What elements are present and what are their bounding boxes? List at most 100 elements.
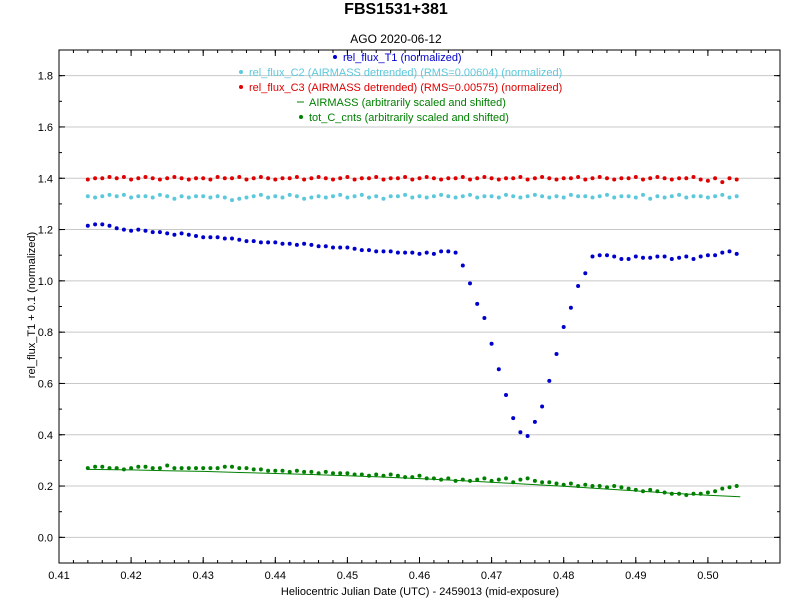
data-point xyxy=(352,472,357,477)
data-point xyxy=(179,176,184,181)
data-point xyxy=(410,195,415,200)
data-point xyxy=(619,485,624,490)
data-point xyxy=(201,194,206,199)
data-point xyxy=(626,194,631,199)
data-point xyxy=(172,175,177,179)
y-tick-label: 1.8 xyxy=(38,71,53,83)
data-point xyxy=(136,464,141,469)
data-point xyxy=(612,177,617,182)
data-point xyxy=(273,468,278,473)
data-point xyxy=(179,231,184,236)
data-point xyxy=(359,472,364,477)
data-point xyxy=(186,466,191,471)
data-point xyxy=(540,194,545,199)
data-point xyxy=(280,468,285,473)
data-point xyxy=(316,194,321,199)
data-point xyxy=(612,195,617,200)
data-point xyxy=(641,489,645,494)
data-point xyxy=(475,195,480,200)
x-tick-label: 0.49 xyxy=(625,570,646,582)
data-point xyxy=(374,472,379,477)
data-point xyxy=(323,244,328,249)
data-point xyxy=(705,253,710,258)
data-point xyxy=(215,194,220,199)
data-point xyxy=(446,176,451,181)
data-point xyxy=(605,176,609,181)
data-point xyxy=(237,175,242,179)
data-point xyxy=(655,175,660,179)
data-point xyxy=(143,175,148,179)
data-point xyxy=(511,416,516,421)
data-point xyxy=(489,194,494,199)
data-point xyxy=(482,194,487,199)
data-point xyxy=(165,194,170,199)
data-point xyxy=(388,249,393,254)
data-point xyxy=(273,194,278,199)
data-point xyxy=(410,475,415,480)
data-point xyxy=(222,236,227,241)
legend: rel_flux_T1 (normalized) rel_flux_C2 (AIR… xyxy=(239,52,562,124)
data-point xyxy=(388,194,393,199)
data-point xyxy=(518,175,523,179)
data-point xyxy=(576,194,581,199)
data-point xyxy=(540,404,545,409)
data-point xyxy=(698,254,703,259)
data-point xyxy=(280,176,285,181)
data-point xyxy=(186,195,191,200)
data-point xyxy=(684,176,689,181)
data-point xyxy=(114,466,119,471)
data-point xyxy=(93,195,98,200)
data-point xyxy=(453,478,458,483)
data-point xyxy=(684,254,689,259)
y-axis-label: rel_flux_T1 + 0.1 (normalized) xyxy=(26,232,38,378)
data-point xyxy=(85,194,90,199)
data-point xyxy=(453,195,458,200)
data-point xyxy=(85,223,90,228)
data-point xyxy=(554,194,559,199)
data-point xyxy=(316,244,321,249)
data-point xyxy=(345,245,350,250)
data-point xyxy=(648,176,653,181)
data-point xyxy=(331,177,335,182)
data-point xyxy=(489,341,494,346)
data-point xyxy=(186,177,191,182)
data-point xyxy=(294,468,299,473)
data-point xyxy=(597,253,602,258)
data-point xyxy=(287,192,292,197)
data-point xyxy=(244,239,249,244)
data-point xyxy=(554,481,559,486)
data-point xyxy=(475,176,480,181)
data-point xyxy=(698,194,703,199)
data-point xyxy=(157,230,162,235)
data-point xyxy=(294,242,299,247)
data-point xyxy=(727,249,732,254)
data-point xyxy=(626,257,631,261)
data-point xyxy=(143,228,148,233)
y-tick-label: 1.2 xyxy=(38,225,53,237)
data-point xyxy=(489,176,494,181)
x-tick-label: 0.45 xyxy=(337,570,358,582)
data-point xyxy=(172,466,177,471)
data-point xyxy=(619,176,624,181)
data-point xyxy=(713,489,718,494)
data-point xyxy=(129,466,134,471)
data-point xyxy=(583,177,588,182)
data-point xyxy=(222,195,227,200)
y-tick-label: 0.6 xyxy=(38,378,53,390)
data-point xyxy=(431,194,436,199)
data-point xyxy=(554,352,559,356)
legend-label: rel_flux_T1 (normalized) xyxy=(343,52,462,64)
data-point xyxy=(511,194,516,199)
data-point xyxy=(165,231,170,236)
data-point xyxy=(532,192,537,197)
data-point xyxy=(107,466,112,471)
data-point xyxy=(431,176,436,181)
data-point xyxy=(287,176,292,181)
data-point xyxy=(669,257,674,261)
data-point xyxy=(561,325,566,329)
data-point xyxy=(136,227,141,232)
data-point xyxy=(417,251,422,256)
data-point xyxy=(179,466,184,471)
data-point xyxy=(669,177,674,182)
chart-title: FBS1531+381 xyxy=(344,1,448,18)
